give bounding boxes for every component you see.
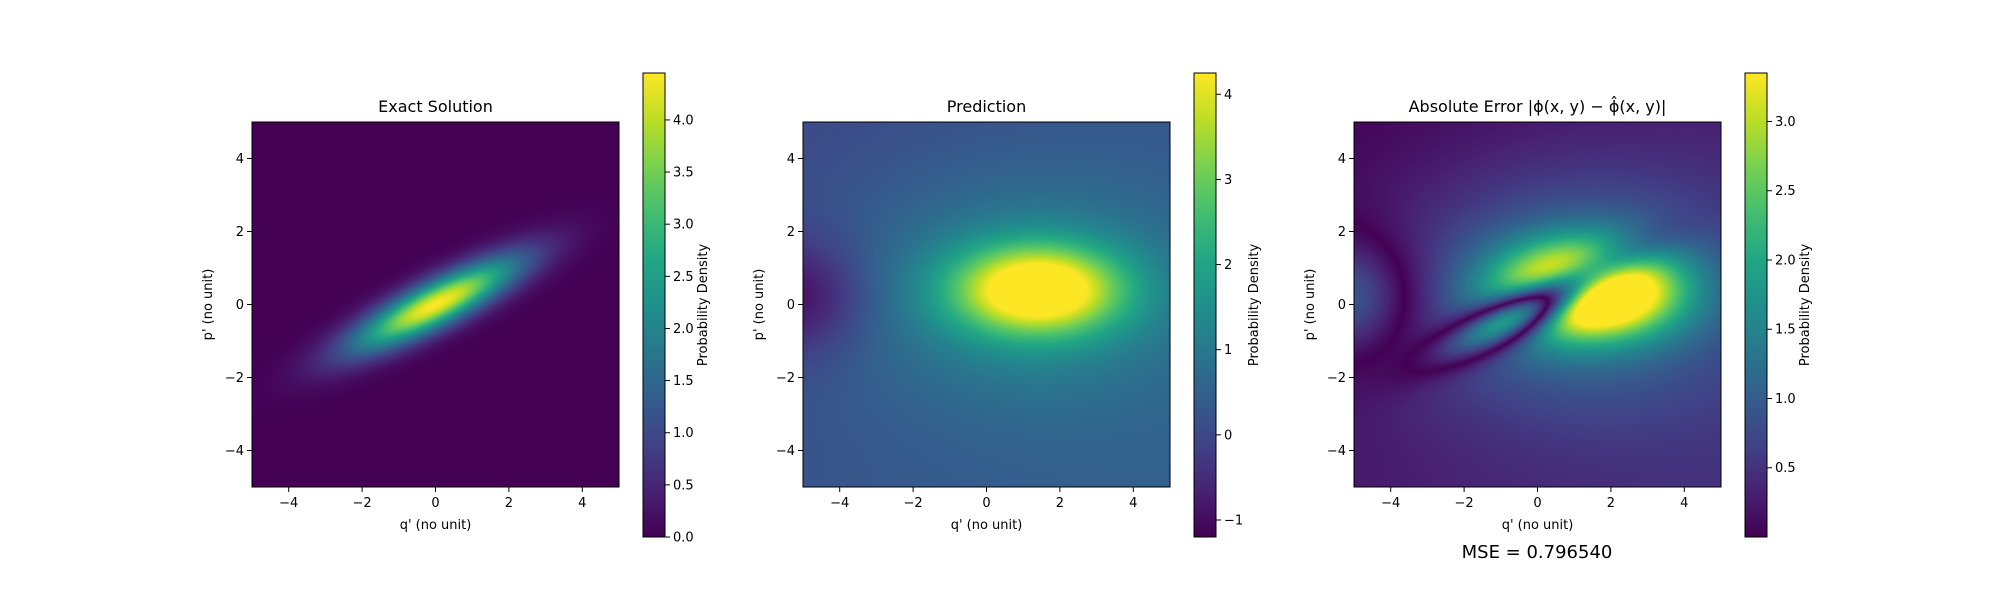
colorbar-tick-label: 0: [1224, 428, 1232, 443]
x-axis-label: q' (no unit): [400, 518, 472, 533]
colorbar-label: Probability Density: [696, 244, 711, 367]
x-tick-label: −2: [1455, 496, 1474, 511]
colorbar-frame: [1744, 72, 1768, 538]
colorbar-tick-label: 0.5: [1775, 461, 1796, 476]
colorbar-gradient: [1194, 73, 1216, 537]
colorbar-label: Probability Density: [1798, 244, 1813, 367]
x-tick-label: −2: [353, 496, 372, 511]
colorbar-gradient: [643, 73, 665, 537]
heatmap-image: [803, 122, 1170, 487]
x-tick-label: −4: [830, 496, 849, 511]
y-tick-label: 4: [1338, 152, 1346, 167]
x-tick-label: 4: [578, 496, 586, 511]
colorbar-frame: [1193, 72, 1217, 538]
y-axis-label: p' (no unit): [201, 269, 216, 341]
colorbar-tick-label: 4.0: [673, 113, 694, 128]
y-tick-label: 2: [787, 225, 795, 240]
y-tick-label: 0: [787, 298, 795, 313]
mse-annotation: MSE = 0.796540: [1462, 542, 1613, 563]
x-tick-label: 2: [1056, 496, 1064, 511]
colorbar-tick-label: 2.5: [673, 270, 694, 285]
y-tick-label: 4: [236, 152, 244, 167]
x-axis-label: q' (no unit): [951, 518, 1023, 533]
y-tick-label: 0: [1338, 298, 1346, 313]
colorbar-tick-label: 2.0: [1775, 253, 1796, 268]
x-tick-label: 2: [505, 496, 513, 511]
y-tick-label: −2: [1327, 371, 1346, 386]
y-tick-label: −4: [1327, 444, 1346, 459]
panel-3: Absolute Error |ϕ(x, y) − ϕ̂(x, y)| −4 −2 0…: [1303, 72, 1813, 538]
y-tick-label: −2: [776, 371, 795, 386]
x-tick-label: 2: [1607, 496, 1615, 511]
heatmap-image: [1354, 122, 1721, 487]
colorbar-tick-label: 2.0: [673, 322, 694, 337]
colorbar-gradient: [1745, 73, 1767, 537]
colorbar-tick-label: 3.0: [673, 218, 694, 233]
y-tick-label: −4: [225, 444, 244, 459]
y-axis-label: p' (no unit): [752, 269, 767, 341]
y-tick-label: 0: [236, 298, 244, 313]
y-tick-label: 2: [1338, 225, 1346, 240]
chart-title: Exact Solution: [378, 97, 493, 116]
colorbar-label: Probability Density: [1247, 244, 1262, 367]
x-tick-label: 0: [1533, 496, 1541, 511]
heatmap-image: [252, 122, 619, 487]
colorbar-tick-label: 3.0: [1775, 115, 1796, 130]
panel-1: Exact Solution −4 −2 0 2 4 −4 −2 0 2 4 q' (no unit)…: [201, 72, 711, 546]
chart-title: Prediction: [947, 97, 1026, 116]
colorbar-tick-label: 1.0: [1775, 392, 1796, 407]
panel-2: Prediction −4 −2 0 2 4 −4 −2 0 2 4 q' (no unit) p' (…: [752, 72, 1262, 538]
x-tick-label: −4: [279, 496, 298, 511]
colorbar-tick-label: 1.5: [1775, 323, 1796, 338]
x-axis-label: q' (no unit): [1502, 518, 1574, 533]
x-tick-label: 0: [982, 496, 990, 511]
y-tick-label: 2: [236, 225, 244, 240]
colorbar-tick-label: 1.0: [673, 426, 694, 441]
y-tick-label: −4: [776, 444, 795, 459]
colorbar-tick-label: −1: [1224, 513, 1243, 528]
x-tick-label: 4: [1129, 496, 1137, 511]
colorbar-tick-label: 1.5: [673, 374, 694, 389]
colorbar-tick-label: 4: [1224, 88, 1232, 103]
colorbar-tick-label: 2: [1224, 258, 1232, 273]
y-axis-label: p' (no unit): [1303, 269, 1318, 341]
x-tick-label: −2: [904, 496, 923, 511]
x-tick-label: −4: [1381, 496, 1400, 511]
colorbar-tick-label: 2.5: [1775, 184, 1796, 199]
x-tick-label: 0: [431, 496, 439, 511]
colorbar-frame: [642, 72, 666, 538]
chart-title: Absolute Error |ϕ(x, y) − ϕ̂(x, y)|: [1409, 96, 1667, 116]
colorbar-tick-label: 1: [1224, 343, 1232, 358]
x-tick-label: 4: [1680, 496, 1688, 511]
colorbar-tick-label: 3: [1224, 173, 1232, 188]
colorbar-tick-label: 3.5: [673, 166, 694, 181]
y-tick-label: −2: [225, 371, 244, 386]
y-tick-label: 4: [787, 152, 795, 167]
colorbar-tick-label: 0.5: [673, 478, 694, 493]
colorbar-tick-label: 0.0: [673, 531, 694, 546]
